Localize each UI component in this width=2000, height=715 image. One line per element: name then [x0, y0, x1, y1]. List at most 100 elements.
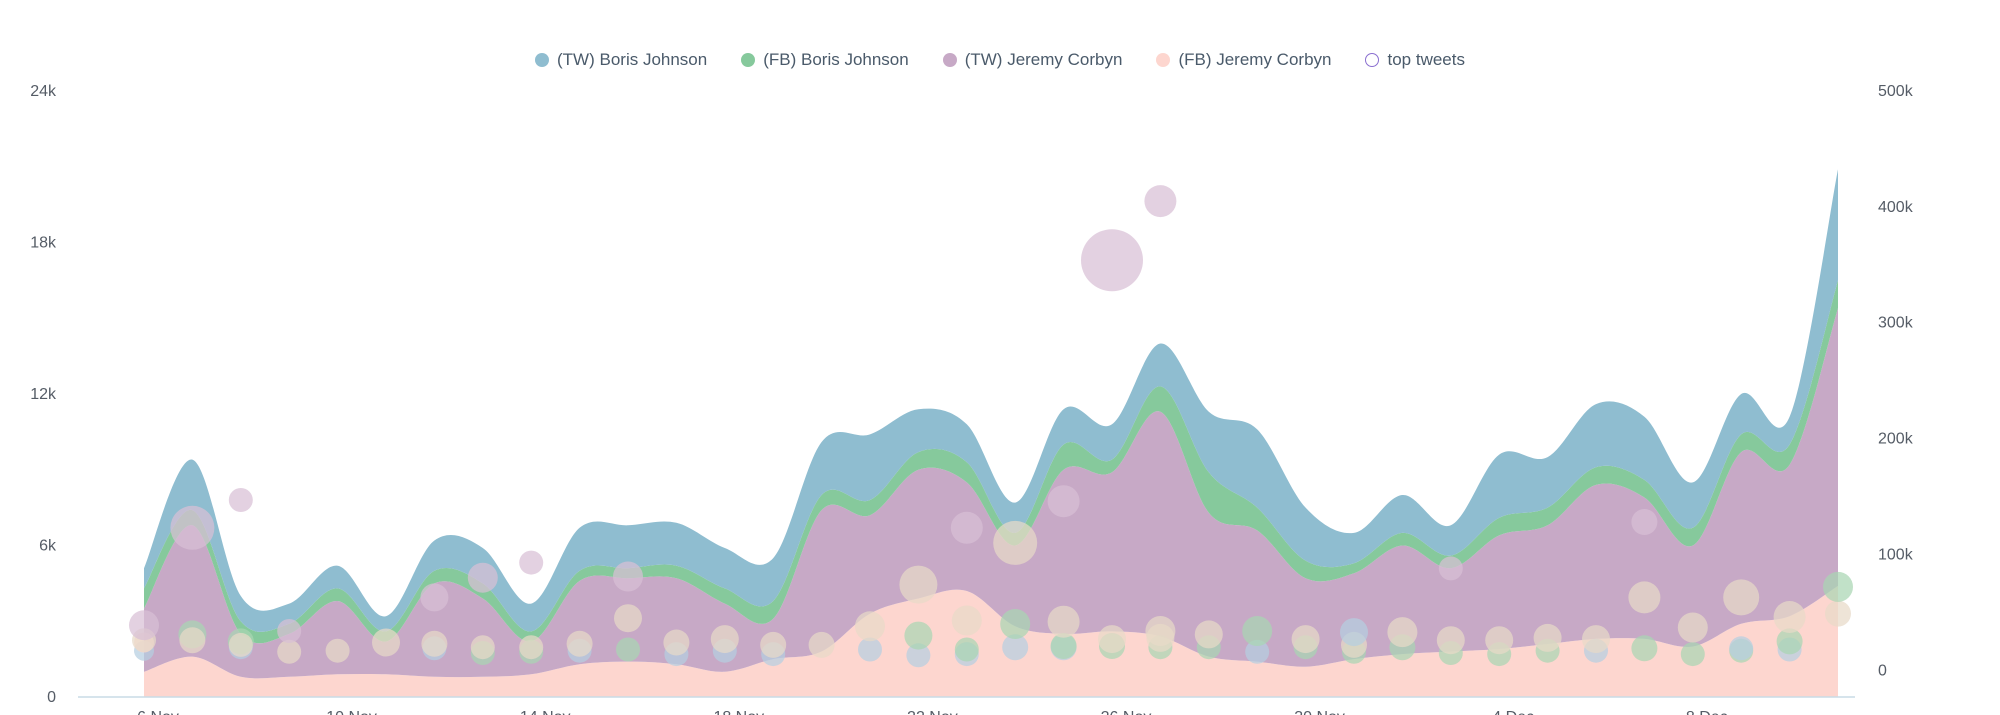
y-left-tick-label: 24k [30, 83, 57, 100]
legend-item[interactable]: (TW) Boris Johnson [535, 50, 707, 70]
top-tweet-bubble[interactable] [954, 637, 979, 662]
top-tweet-bubble[interactable] [170, 505, 215, 550]
top-tweet-bubble[interactable] [1677, 612, 1708, 643]
top-tweet-bubble[interactable] [1194, 620, 1223, 649]
y-right-tick-label: 100k [1878, 547, 1914, 564]
legend-label: (FB) Boris Johnson [763, 50, 909, 69]
top-tweet-bubble[interactable] [614, 604, 642, 633]
top-tweet-bubble[interactable] [1438, 556, 1463, 581]
top-tweet-bubble[interactable] [1823, 571, 1853, 602]
top-tweet-bubble[interactable] [663, 629, 690, 656]
top-tweet-bubble[interactable] [950, 511, 983, 544]
x-tick-label: 14 Nov [520, 709, 571, 715]
top-tweet-bubble[interactable] [470, 635, 495, 660]
top-tweet-bubble[interactable] [1631, 509, 1658, 535]
top-tweet-bubble[interactable] [1582, 625, 1610, 654]
top-tweet-bubble[interactable] [1050, 633, 1077, 659]
y-right-tick-label: 0 [1878, 662, 1887, 679]
top-tweet-bubble[interactable] [1631, 635, 1658, 662]
legend-item[interactable]: (TW) Jeremy Corbyn [942, 50, 1123, 70]
x-tick-label: 30 Nov [1294, 709, 1345, 715]
top-tweet-bubble[interactable] [855, 611, 885, 642]
top-tweet-bubble[interactable] [1245, 639, 1270, 664]
y-left-tick-label: 12k [30, 386, 57, 403]
top-tweet-bubble[interactable] [1825, 600, 1851, 627]
area-series-3[interactable] [144, 169, 1838, 632]
top-tweet-bubble[interactable] [858, 637, 882, 662]
top-tweet-bubble[interactable] [420, 583, 449, 612]
top-tweet-bubble[interactable] [951, 605, 982, 636]
top-tweet-bubble[interactable] [1340, 618, 1368, 647]
top-tweet-bubble[interactable] [277, 619, 302, 643]
area-series-0[interactable] [144, 585, 1838, 697]
top-tweet-bubble[interactable] [1773, 601, 1806, 633]
top-tweet-bubble[interactable] [1000, 609, 1031, 639]
top-tweet-bubble[interactable] [616, 637, 640, 662]
top-tweet-bubble[interactable] [710, 625, 739, 654]
legend-label: (TW) Boris Johnson [557, 50, 708, 69]
top-tweet-bubble[interactable] [1776, 628, 1803, 655]
top-tweet-bubble[interactable] [1680, 642, 1705, 667]
x-tick-label: 4 Dec [1492, 709, 1534, 715]
top-tweet-bubble[interactable] [1533, 623, 1562, 652]
top-tweet-bubble[interactable] [1387, 617, 1418, 648]
top-tweet-bubble[interactable] [993, 520, 1038, 565]
top-tweet-bubble[interactable] [325, 638, 350, 663]
legend-label: top tweets [1387, 50, 1465, 69]
top-tweet-bubble[interactable] [519, 635, 544, 660]
top-tweet-bubble[interactable] [808, 631, 835, 658]
top-tweet-bubble[interactable] [1729, 636, 1754, 661]
area-series-1[interactable] [144, 308, 1838, 679]
top-tweet-bubble[interactable] [1242, 616, 1273, 646]
top-tweet-bubble[interactable] [613, 561, 643, 592]
legend-item[interactable]: (FB) Jeremy Corbyn [1156, 50, 1331, 70]
top-tweet-bubble[interactable] [1047, 605, 1080, 638]
top-tweet-bubble[interactable] [1047, 485, 1080, 518]
top-tweet-bubble[interactable] [1723, 579, 1760, 616]
top-tweet-bubble[interactable] [1144, 185, 1177, 218]
legend-swatch [535, 53, 550, 67]
area-series-2[interactable] [144, 280, 1838, 644]
legend-swatch [1365, 53, 1380, 67]
chart-legend: (TW) Boris Johnson (FB) Boris Johnson (TW)… [0, 50, 2000, 70]
y-left-tick-label: 18k [30, 235, 57, 252]
top-tweet-bubble[interactable] [421, 630, 448, 657]
top-tweet-bubble[interactable] [1145, 616, 1176, 646]
x-tick-label: 8 Dec [1686, 709, 1728, 715]
top-tweet-bubble[interactable] [372, 628, 400, 657]
top-tweet-bubble[interactable] [906, 643, 931, 668]
top-tweet-bubble[interactable] [904, 621, 933, 650]
top-tweet-bubble[interactable] [1098, 625, 1126, 654]
legend-item[interactable]: top tweets [1365, 50, 1465, 70]
legend-label: (TW) Jeremy Corbyn [964, 50, 1123, 69]
top-tweet-bubble[interactable] [519, 550, 544, 575]
x-tick-label: 26 Nov [1101, 709, 1152, 715]
x-tick-label: 18 Nov [713, 709, 764, 715]
x-tick-label: 22 Nov [907, 709, 958, 715]
top-tweet-bubble[interactable] [1002, 634, 1029, 661]
top-tweet-bubble[interactable] [1081, 229, 1143, 292]
top-tweet-bubble[interactable] [566, 630, 593, 657]
top-tweet-bubble[interactable] [1628, 581, 1661, 614]
legend-label: (FB) Jeremy Corbyn [1178, 50, 1332, 69]
top-tweet-bubble[interactable] [228, 488, 253, 512]
top-tweet-bubble[interactable] [277, 639, 302, 664]
y-left-tick-label: 0 [47, 689, 56, 706]
top-tweet-bubble[interactable] [899, 565, 938, 604]
legend-swatch [1156, 53, 1171, 67]
top-tweet-bubble[interactable] [129, 610, 159, 641]
top-tweet-bubble[interactable] [760, 631, 787, 658]
top-tweet-bubble[interactable] [228, 632, 253, 657]
top-tweet-bubble[interactable] [1485, 626, 1514, 655]
y-right-tick-label: 200k [1878, 431, 1914, 448]
top-tweet-bubble[interactable] [1291, 625, 1320, 654]
legend-swatch [741, 53, 756, 67]
legend-item[interactable]: (FB) Boris Johnson [741, 50, 909, 70]
y-right-tick-label: 400k [1878, 199, 1914, 216]
top-tweet-bubble[interactable] [179, 627, 206, 654]
top-tweet-bubble[interactable] [467, 562, 498, 593]
x-tick-label: 6 Nov [137, 709, 179, 715]
top-tweet-bubble[interactable] [1436, 626, 1465, 655]
